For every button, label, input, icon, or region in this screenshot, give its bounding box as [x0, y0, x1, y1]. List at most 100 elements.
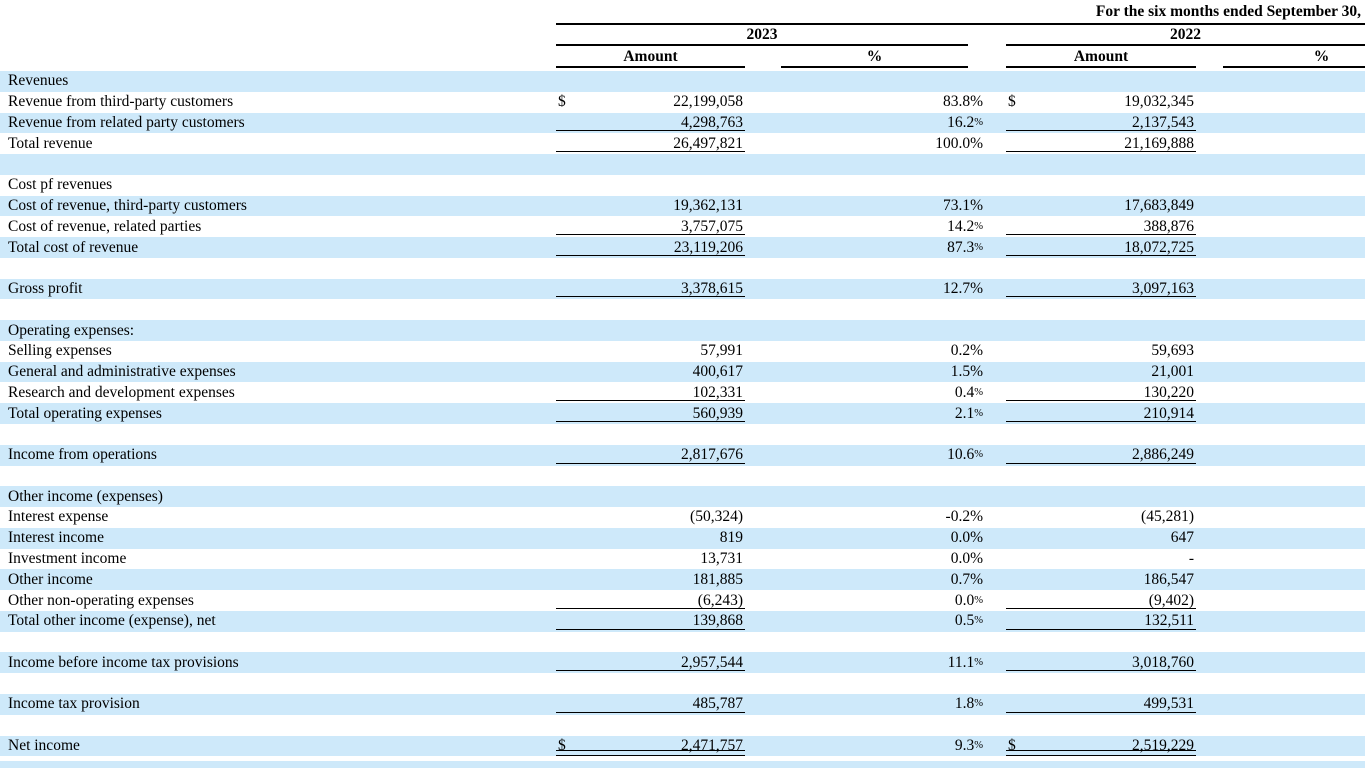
column-gap — [745, 279, 781, 300]
year-column-2023: 2023 — [556, 26, 968, 46]
amount-2023-cell: 57,991 — [556, 341, 745, 362]
pct-2023-cell: 100.0% — [935, 134, 983, 152]
row-label: Gross profit — [8, 280, 83, 298]
amount-2023-cell — [556, 71, 745, 92]
table-row: General and administrative expenses 400,… — [0, 361, 1365, 383]
table-row: Total revenue 26,497,821 100.0% 21,169,8… — [0, 133, 1365, 155]
pct-2023-cell: 1.8% — [954, 695, 983, 713]
pct-2023-cell — [781, 715, 985, 736]
amount-2022-cell: 388,876 — [1006, 216, 1196, 237]
column-gap — [985, 320, 1006, 341]
pct-2022-cell — [1230, 528, 1365, 549]
pct-2022-cell — [1230, 258, 1365, 279]
pct-2023-cell: 0.0% — [950, 529, 983, 547]
amount-2022-cell: 18,072,725 — [1006, 237, 1196, 258]
table-row: Revenue from related party customers 4,2… — [0, 112, 1365, 134]
table-row: Other non-operating expenses (6,243) 0.0… — [0, 590, 1365, 611]
table-row: Net income $ 2,471,757 9.3% $ 2,519,229 — [0, 735, 1365, 757]
amount-2022-value: 17,683,849 — [1124, 196, 1194, 214]
row-label: Net income — [8, 736, 80, 754]
table-row: Research and development expenses 102,33… — [0, 382, 1365, 404]
table-row — [0, 714, 1365, 736]
row-label: Revenue from related party customers — [8, 113, 245, 131]
pct-2023-cell — [781, 320, 985, 341]
amount-2023-value: 102,331 — [692, 383, 743, 401]
amount-2022-cell — [1006, 154, 1196, 175]
amount-2022-cell — [1006, 466, 1196, 487]
table-row: Revenue from third-party customers $ 22,… — [0, 91, 1365, 113]
pct-2022-cell — [1230, 320, 1365, 341]
amount-2022-value: 2,886,249 — [1132, 446, 1194, 464]
amount-2022-cell: 2,137,543 — [1006, 113, 1196, 134]
row-label: Investment income — [8, 549, 127, 567]
row-label: Other non-operating expenses — [8, 591, 194, 609]
column-gap — [745, 154, 781, 175]
amount-2023-cell — [556, 466, 745, 487]
amount-2022-cell — [1006, 424, 1196, 445]
column-gap — [1196, 652, 1230, 673]
column-gap — [745, 673, 781, 694]
table-row — [0, 631, 1365, 653]
amount-2023-cell — [556, 715, 745, 736]
column-gap — [985, 528, 1006, 549]
column-gap — [745, 175, 781, 196]
column-gap — [1196, 507, 1230, 528]
column-gap — [1196, 320, 1230, 341]
row-label: Revenue from third-party customers — [8, 93, 234, 111]
row-label: Operating expenses: — [8, 321, 135, 339]
column-gap — [745, 113, 781, 134]
amount-2022-cell — [1006, 486, 1196, 507]
amount-2023-cell — [556, 154, 745, 175]
column-gap — [985, 486, 1006, 507]
table-row: Interest expense (50,324) -0.2% (45,281) — [0, 507, 1365, 528]
row-label: Total cost of revenue — [8, 238, 139, 256]
pct-2023-cell: 11.1% — [947, 653, 983, 671]
row-label: Income before income tax provisions — [8, 653, 239, 671]
amount-2023-value: 13,731 — [700, 549, 743, 567]
table-row — [0, 257, 1365, 279]
pct-2022-cell — [1230, 632, 1365, 653]
amount-2022-cell: 130,220 — [1006, 382, 1196, 403]
amount-2022-cell: (45,281) — [1006, 507, 1196, 528]
row-label — [0, 715, 556, 736]
table-row: Income tax provision 485,787 1.8% 499,53… — [0, 693, 1365, 715]
amount-2023-value: 819 — [719, 529, 743, 547]
column-gap — [745, 133, 781, 154]
amount-2023-value: 22,199,058 — [673, 93, 743, 111]
amount-2022-value: (9,402) — [1148, 591, 1194, 609]
column-gap — [1196, 403, 1230, 424]
amount-2022-cell: 17,683,849 — [1006, 196, 1196, 217]
column-gap — [985, 341, 1006, 362]
amount-2022-cell: 499,531 — [1006, 694, 1196, 715]
table-header: For the six months ended September 30, 2… — [0, 0, 1365, 71]
column-gap — [1196, 590, 1230, 611]
column-gap — [1196, 279, 1230, 300]
amount-2023-cell: (50,324) — [556, 507, 745, 528]
column-gap — [985, 216, 1006, 237]
bottom-row-sliver-white — [0, 756, 1365, 762]
pct-2022-cell — [1230, 362, 1365, 383]
pct-2022-cell — [1230, 403, 1365, 424]
column-gap — [745, 590, 781, 611]
pct-2023-cell: 2.1% — [954, 404, 983, 422]
pct-2022-cell — [1230, 569, 1365, 590]
table-row: Other income 181,885 0.7% 186,547 — [0, 569, 1365, 591]
column-gap — [1196, 175, 1230, 196]
amount-2023-value: 3,378,615 — [681, 280, 743, 298]
column-gap — [985, 382, 1006, 403]
pct-2023-cell — [781, 71, 985, 92]
column-gap — [1196, 632, 1230, 653]
column-gap — [1196, 382, 1230, 403]
table-row: Cost of revenue, third-party customers 1… — [0, 195, 1365, 217]
amount-2023-cell: 3,757,075 — [556, 216, 745, 237]
column-gap — [745, 715, 781, 736]
column-gap — [985, 362, 1006, 383]
column-header-amount-2023: Amount — [556, 48, 745, 68]
row-label — [0, 258, 556, 279]
amount-2023-cell: 139,868 — [556, 611, 745, 632]
table-row — [0, 299, 1365, 321]
row-label: Cost of revenue, related parties — [8, 217, 202, 235]
amount-2022-cell: 210,914 — [1006, 403, 1196, 424]
column-gap — [745, 196, 781, 217]
row-label — [0, 424, 556, 445]
